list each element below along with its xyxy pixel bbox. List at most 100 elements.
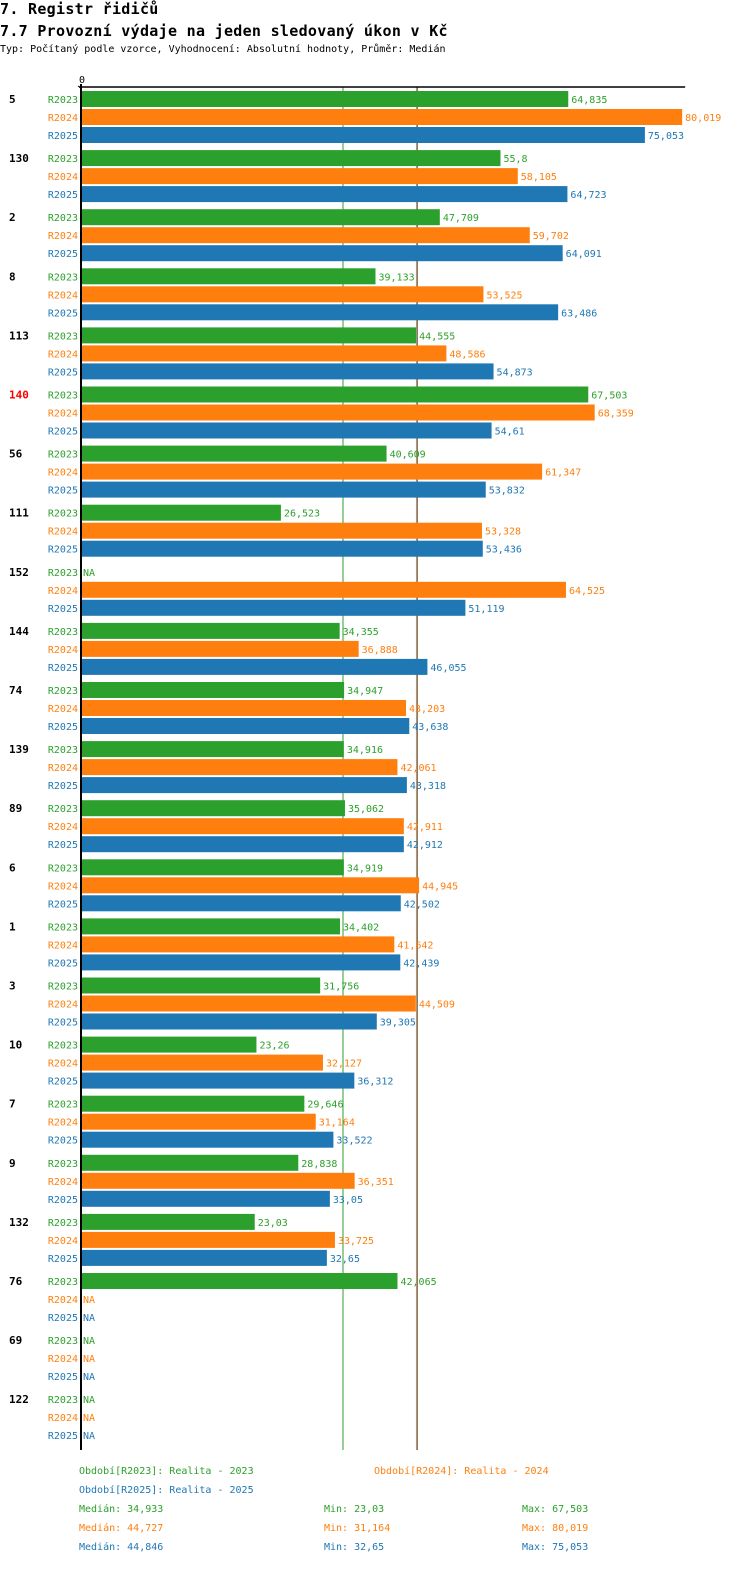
max-r2024: Max: 80,019 [522, 1523, 589, 1534]
series-label: R2025 [48, 249, 78, 260]
data-label: 31,756 [323, 982, 359, 993]
bar-r2025 [82, 540, 483, 557]
bar-r2023 [82, 741, 344, 758]
series-label: R2024 [48, 172, 78, 183]
bar-r2023 [82, 682, 345, 698]
bar-r2024 [82, 168, 518, 185]
bar-r2025 [82, 599, 466, 616]
data-label: 42,911 [407, 822, 443, 833]
bar-r2023 [82, 977, 321, 994]
series-label: R2024 [48, 763, 78, 774]
data-label: 32,127 [326, 1059, 362, 1070]
series-label: R2025 [48, 1136, 78, 1147]
max-r2023: Max: 67,503 [522, 1504, 589, 1515]
series-label: R2025 [48, 427, 78, 438]
series-label: R2024 [48, 1413, 78, 1424]
data-label: 58,105 [521, 172, 557, 183]
bar-r2025 [82, 245, 563, 262]
x-tick-label: 0 [79, 75, 85, 86]
series-label: R2025 [48, 131, 78, 142]
min-r2024: Min: 31,164 [324, 1523, 391, 1534]
data-label: 42,061 [400, 763, 436, 774]
bar-r2023 [82, 445, 387, 462]
data-label: 43,203 [409, 704, 445, 715]
bar-r2024 [82, 1172, 355, 1189]
series-label: R2023 [48, 154, 78, 165]
data-label: 34,919 [347, 863, 383, 874]
data-label: NA [83, 1395, 95, 1406]
bar-r2023 [82, 859, 344, 876]
category-label: 3 [9, 980, 16, 993]
category-label: 139 [9, 743, 29, 756]
bar-r2025 [82, 127, 645, 143]
section-title: 7. Registr řidičů [0, 0, 159, 18]
series-label: R2023 [48, 213, 78, 224]
bar-r2025 [82, 895, 401, 912]
data-label: NA [83, 1372, 95, 1383]
series-label: R2025 [48, 958, 78, 969]
data-label: 36,888 [362, 645, 398, 656]
series-label: R2024 [48, 1118, 78, 1129]
bar-r2024 [82, 581, 566, 598]
series-label: R2025 [48, 545, 78, 556]
data-label: 28,838 [301, 1159, 337, 1170]
bar-r2025 [82, 1072, 355, 1089]
bar-r2025 [82, 954, 401, 971]
series-label: R2024 [48, 527, 78, 538]
data-label: 33,05 [333, 1195, 363, 1206]
min-r2023: Min: 23,03 [324, 1504, 385, 1515]
category-label: 111 [9, 507, 29, 520]
data-label: 32,65 [330, 1254, 360, 1265]
bar-r2025 [82, 1190, 330, 1207]
bar-r2025 [82, 1249, 327, 1266]
series-label: R2023 [48, 1218, 78, 1229]
data-label: 41,642 [397, 940, 433, 951]
bar-r2023 [82, 386, 589, 403]
series-label: R2025 [48, 190, 78, 201]
category-label: 140 [9, 389, 29, 402]
data-label: 53,832 [489, 486, 525, 497]
series-label: R2023 [48, 686, 78, 697]
bar-r2023 [82, 1154, 299, 1171]
series-label: R2024 [48, 881, 78, 892]
series-label: R2024 [48, 1000, 78, 1011]
bar-r2025 [82, 304, 559, 321]
series-label: R2023 [48, 922, 78, 933]
series-label: R2023 [48, 509, 78, 520]
chart-description: Typ: Počítaný podle vzorce, Vyhodnocení:… [0, 44, 446, 55]
category-label: 130 [9, 152, 29, 165]
category-label: 5 [9, 93, 16, 106]
bar-r2024 [82, 522, 482, 539]
data-label: 23,03 [258, 1218, 288, 1229]
series-label: R2025 [48, 308, 78, 319]
data-label: 35,062 [348, 804, 384, 815]
data-label: NA [83, 1354, 95, 1365]
series-label: R2024 [48, 940, 78, 951]
series-label: R2023 [48, 1277, 78, 1288]
series-label: R2023 [48, 1041, 78, 1052]
data-label: 36,351 [358, 1177, 394, 1188]
series-label: R2024 [48, 349, 78, 360]
data-label: 34,402 [343, 922, 379, 933]
data-label: NA [83, 1336, 95, 1347]
data-label: 54,61 [495, 427, 525, 438]
bar-r2023 [82, 209, 440, 226]
series-label: R2024 [48, 231, 78, 242]
series-label: R2023 [48, 627, 78, 638]
data-label: 63,486 [561, 308, 597, 319]
data-label: 61,347 [545, 468, 581, 479]
series-label: R2023 [48, 745, 78, 756]
series-label: R2025 [48, 1018, 78, 1029]
series-label: R2024 [48, 1295, 78, 1306]
series-label: R2024 [48, 1354, 78, 1365]
data-label: 68,359 [598, 409, 634, 420]
bar-r2024 [82, 700, 407, 716]
data-label: 40,609 [390, 450, 426, 461]
data-label: 36,312 [357, 1077, 393, 1088]
series-label: R2025 [48, 1195, 78, 1206]
series-label: R2024 [48, 468, 78, 479]
bar-r2024 [82, 1113, 316, 1130]
series-label: R2025 [48, 1313, 78, 1324]
series-label: R2023 [48, 1336, 78, 1347]
bar-r2024 [82, 345, 447, 362]
